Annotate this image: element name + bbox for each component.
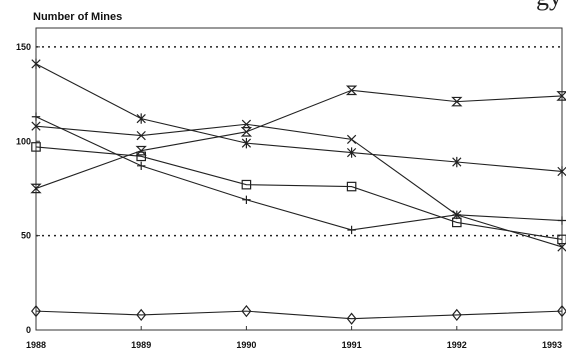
y-tick-label: 150	[16, 42, 31, 52]
data-point	[30, 183, 42, 194]
series-line	[35, 89, 563, 189]
data-point	[556, 91, 566, 101]
data-point	[136, 113, 146, 124]
data-point	[347, 225, 356, 235]
series-plus	[31, 112, 566, 235]
data-point	[31, 58, 41, 70]
series-square	[31, 142, 566, 245]
y-tick-label: 0	[26, 325, 31, 335]
data-point	[557, 166, 566, 177]
data-point	[452, 156, 462, 168]
x-tick-label: 1991	[342, 340, 362, 350]
series-line	[35, 116, 563, 231]
data-point	[136, 130, 146, 141]
data-point	[242, 195, 251, 204]
data-point	[136, 151, 146, 162]
data-point	[241, 179, 252, 190]
data-point	[346, 147, 357, 158]
data-point	[31, 142, 41, 152]
data-point	[137, 161, 146, 170]
series-diamond	[31, 304, 566, 325]
series-line	[35, 123, 563, 248]
data-point	[451, 96, 463, 107]
data-point	[452, 210, 461, 220]
data-point	[241, 137, 252, 149]
x-tick-label: 1992	[447, 340, 467, 350]
data-point	[557, 234, 566, 245]
x-tick-label: 1988	[26, 340, 46, 350]
data-point	[557, 304, 566, 318]
data-point	[31, 112, 41, 121]
plot-frame	[35, 27, 563, 331]
axes	[35, 27, 563, 331]
y-tick-label: 50	[21, 231, 31, 241]
data-point	[31, 121, 41, 131]
x-tick-label: 1989	[131, 340, 151, 350]
data-point	[241, 304, 252, 318]
data-point	[136, 308, 147, 322]
x-tick-label: 1993	[542, 340, 562, 350]
series-line	[35, 310, 563, 320]
data-point	[346, 181, 357, 192]
data-point	[346, 312, 357, 325]
x-tick-label: 1990	[236, 340, 256, 350]
data-point	[240, 127, 253, 137]
data-point	[241, 119, 252, 129]
y-tick-label: 100	[16, 136, 31, 146]
data-point	[557, 216, 566, 225]
data-point	[345, 85, 358, 96]
series-line	[35, 63, 563, 172]
y-tick-labels: 0 50 100 150	[16, 42, 31, 335]
title-fragment: gy	[536, 0, 562, 12]
series-hourglass	[30, 85, 566, 194]
data-point	[31, 304, 41, 318]
data-point	[346, 134, 357, 144]
x-tick-labels: 1988 1989 1990 1991 1992 1993	[26, 340, 562, 350]
series-asterisk	[31, 58, 566, 177]
series-line	[35, 146, 563, 240]
series-lines	[30, 58, 566, 325]
data-point	[451, 308, 462, 322]
y-axis-title: Number of Mines	[33, 11, 122, 23]
